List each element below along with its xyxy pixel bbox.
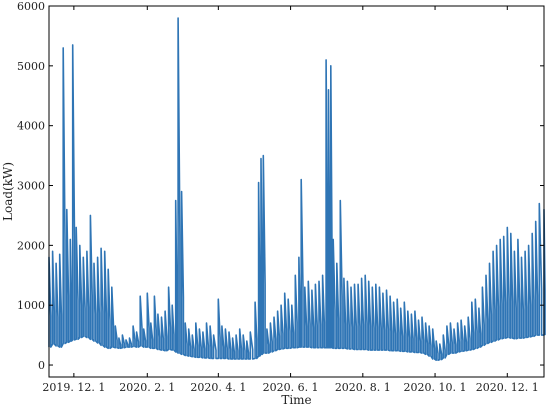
x-tick-label: 2020. 8. 1 (335, 381, 391, 394)
y-axis: 0 1000 2000 3000 4000 5000 6000 (17, 0, 544, 372)
series-line-load (48, 17, 546, 361)
y-tick-label: 1000 (17, 299, 45, 312)
x-axis: 2019. 12. 1 2020. 2. 1 2020. 4. 1 2020. 6. … (42, 6, 539, 394)
x-tick-label: 2019. 12. 1 (42, 381, 105, 394)
x-tick-label: 2020. 4. 1 (190, 381, 246, 394)
plot-frame (48, 5, 545, 378)
y-tick-label: 0 (38, 359, 45, 372)
y-axis-label: Load(kW) (1, 162, 15, 221)
series-layer (48, 17, 546, 361)
y-tick-label: 3000 (17, 180, 45, 193)
y-tick-label: 5000 (17, 60, 45, 73)
y-tick-label: 2000 (17, 239, 45, 252)
y-tick-label: 6000 (17, 0, 45, 13)
x-tick-label: 2020. 2. 1 (119, 381, 175, 394)
y-tick-label: 4000 (17, 120, 45, 133)
x-tick-label: 2020. 12. 1 (476, 381, 539, 394)
x-tick-label: 2020. 6. 1 (263, 381, 319, 394)
x-axis-label: Time (281, 393, 311, 407)
x-tick-label: 2020. 10. 1 (404, 381, 467, 394)
